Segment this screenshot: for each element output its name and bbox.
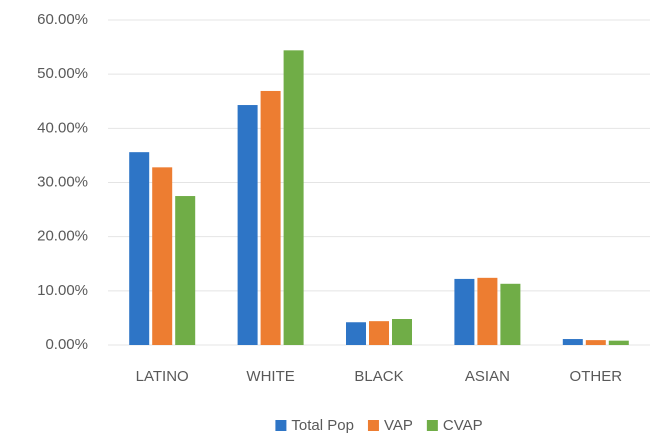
x-tick-label: ASIAN (465, 368, 510, 385)
bar (392, 319, 412, 345)
bar (477, 277, 498, 345)
y-tick-label: 40.00% (37, 119, 88, 136)
x-tick-label: BLACK (354, 368, 403, 385)
bar (175, 196, 196, 345)
bar (500, 283, 521, 345)
x-tick-label: OTHER (570, 368, 623, 385)
legend-label: CVAP (443, 417, 483, 434)
legend-label: VAP (384, 417, 413, 434)
bar (369, 321, 389, 345)
bar (562, 339, 583, 345)
x-tick-label: WHITE (246, 368, 294, 385)
legend-swatch (367, 420, 379, 431)
y-tick-label: 0.00% (45, 336, 88, 353)
bar (585, 340, 606, 345)
legend-label: Total Pop (291, 417, 354, 434)
bar (260, 90, 281, 345)
bar (283, 50, 304, 345)
y-tick-label: 10.00% (37, 282, 88, 299)
legend-swatch (275, 420, 287, 431)
y-tick-label: 60.00% (37, 11, 88, 28)
y-tick-label: 20.00% (37, 228, 88, 245)
legend-swatch (426, 420, 438, 431)
y-tick-label: 50.00% (37, 65, 88, 82)
x-tick-label: LATINO (136, 368, 189, 385)
bar (237, 105, 258, 346)
bar (454, 278, 475, 345)
bar (608, 340, 629, 345)
bar (346, 322, 366, 345)
bar (152, 167, 173, 345)
bar (129, 152, 150, 345)
y-tick-label: 30.00% (37, 173, 88, 190)
